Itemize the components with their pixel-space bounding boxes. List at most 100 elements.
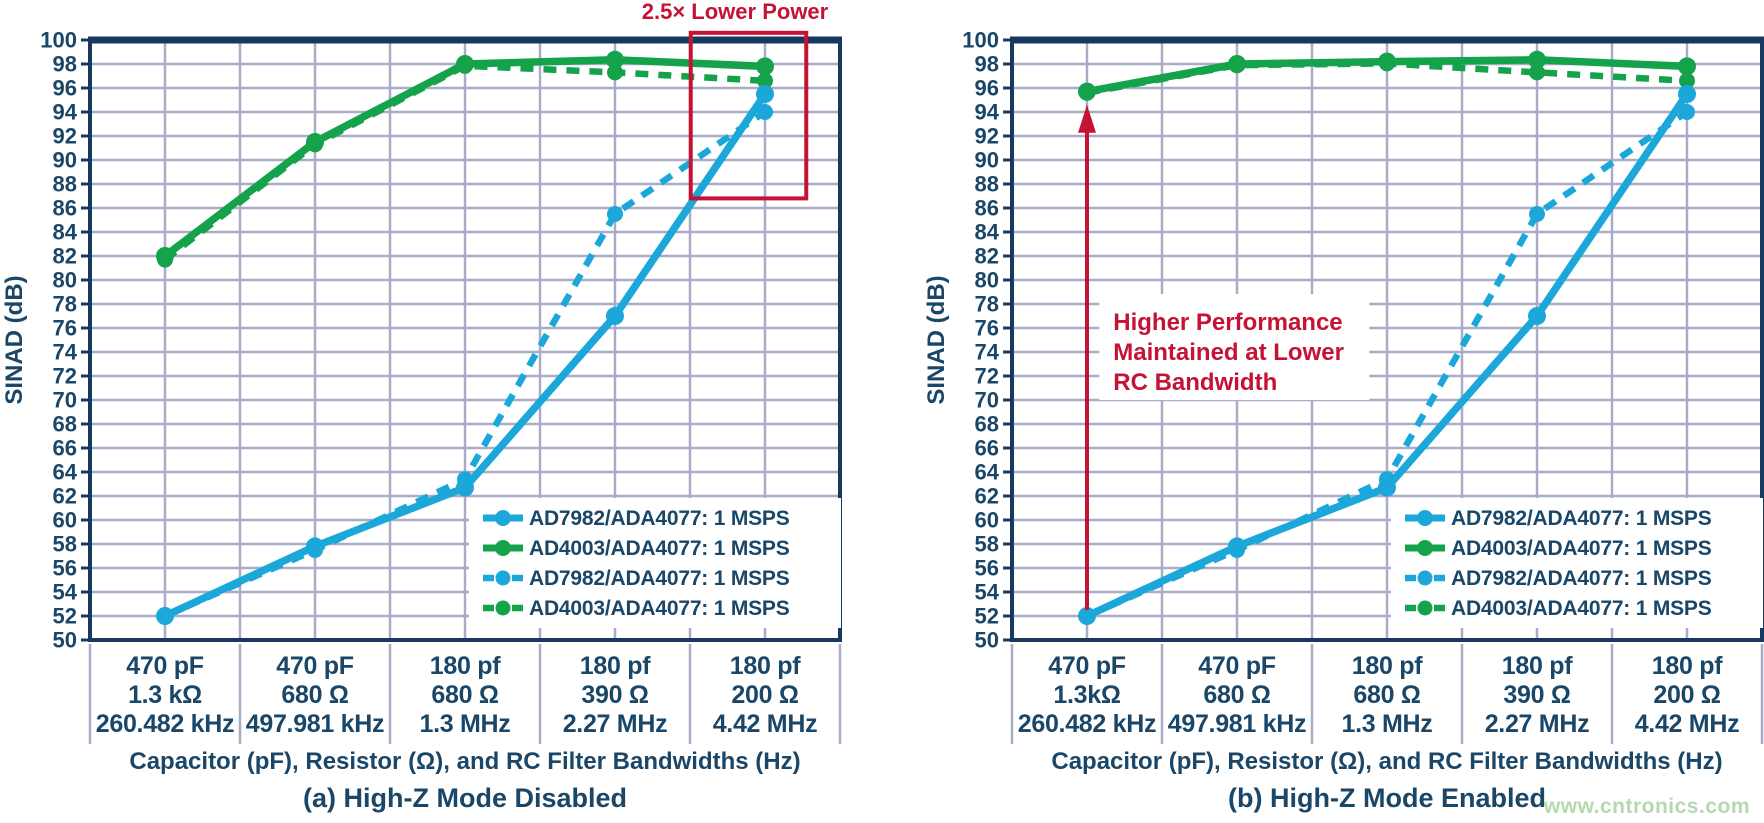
data-point-marker: [1528, 307, 1546, 325]
data-point-marker: [756, 57, 774, 76]
y-tick-label: 80: [53, 268, 77, 293]
legend-label: AD7982/ADA4077: 1 MSPS: [1451, 567, 1712, 590]
category-label-line: 180 pf: [430, 652, 501, 680]
data-point-marker: [756, 85, 774, 103]
data-point-marker: [156, 607, 174, 625]
y-tick-label: 100: [962, 28, 999, 53]
category-label-line: 470 pF: [1198, 652, 1275, 680]
y-tick-label: 60: [53, 508, 77, 533]
legend-marker: [495, 510, 511, 526]
legend-marker: [495, 570, 511, 586]
category-label-line: 680 Ω: [1353, 681, 1420, 709]
data-point-marker: [306, 133, 324, 151]
legend-marker: [1417, 510, 1433, 526]
legend-item: AD4003/ADA4077: 1 MSPS: [1405, 597, 1712, 620]
x-axis-title: Capacitor (pF), Resistor (Ω), and RC Fil…: [129, 748, 800, 775]
y-tick-label: 94: [53, 100, 78, 125]
category-label-line: 1.3 MHz: [1342, 710, 1433, 738]
category-label-line: 180 pf: [580, 652, 651, 680]
y-tick-label: 76: [975, 316, 999, 341]
data-point-marker: [757, 104, 773, 120]
data-point-marker: [606, 50, 624, 69]
legend-marker: [1417, 600, 1433, 616]
y-tick-label: 98: [53, 52, 77, 77]
y-tick-label: 58: [975, 532, 999, 557]
chart-a-highz-disabled: AD7982/ADA4077: 1 MSPS AD4003/ADA4077: 1 …: [1, 0, 842, 813]
data-point-marker: [1228, 537, 1246, 556]
y-tick-label: 64: [53, 460, 78, 485]
annotation-arrowhead: [1078, 104, 1096, 133]
annotation-text: RC Bandwidth: [1113, 369, 1277, 396]
y-tick-label: 100: [40, 28, 77, 53]
y-tick-label: 82: [975, 244, 999, 269]
category-label-line: 680 Ω: [281, 681, 348, 709]
legend-item: AD4003/ADA4077: 1 MSPS: [483, 597, 790, 620]
annotation-text-background: [1099, 294, 1370, 400]
y-tick-label: 58: [53, 532, 77, 557]
data-point-marker: [306, 537, 324, 556]
y-tick-label: 50: [975, 628, 999, 653]
category-label-line: 1.3kΩ: [1053, 681, 1120, 709]
y-tick-label: 62: [975, 484, 999, 509]
legend-item: AD7982/ADA4077: 1 MSPS: [483, 507, 790, 530]
legend-marker: [1417, 570, 1433, 586]
category-label-line: 390 Ω: [1503, 681, 1570, 709]
annotation-box: [688, 30, 809, 201]
y-tick-label: 96: [975, 76, 999, 101]
category-label-line: 180 pf: [1502, 652, 1573, 680]
y-tick-label: 90: [975, 148, 999, 173]
category-label-line: 680 Ω: [1203, 681, 1270, 709]
y-tick-label: 72: [975, 364, 999, 389]
y-tick-label: 50: [53, 628, 77, 653]
category-label-line: 497.981 kHz: [1168, 710, 1306, 738]
y-tick-label: 88: [53, 172, 77, 197]
y-tick-label: 68: [53, 412, 77, 437]
category-label-line: 1.3 MHz: [420, 710, 511, 738]
y-tick-label: 94: [975, 100, 1000, 125]
y-tick-label: 56: [975, 556, 999, 581]
category-label-line: 390 Ω: [581, 681, 648, 709]
category-label-line: 260.482 kHz: [1018, 710, 1156, 738]
category-label-line: 180 pf: [1352, 652, 1423, 680]
y-tick-label: 90: [53, 148, 77, 173]
category-label-line: 200 Ω: [1653, 681, 1720, 709]
y-tick-label: 74: [975, 340, 1000, 365]
legend-marker: [495, 540, 511, 556]
y-tick-label: 62: [53, 484, 77, 509]
data-point-marker: [1228, 55, 1246, 73]
data-point-marker: [1078, 607, 1096, 625]
y-tick-label: 84: [53, 220, 78, 245]
y-tick-label: 82: [53, 244, 77, 269]
data-point-marker: [1678, 57, 1696, 76]
legend: AD7982/ADA4077: 1 MSPS AD4003/ADA4077: 1 …: [469, 498, 841, 628]
data-point-marker: [1679, 72, 1695, 89]
legend-item: AD4003/ADA4077: 1 MSPS: [1405, 537, 1712, 560]
legend-item: AD7982/ADA4077: 1 MSPS: [1405, 507, 1712, 530]
data-point-marker: [606, 307, 624, 325]
y-axis-title: SINAD (dB): [1, 275, 28, 404]
data-point-marker: [1378, 52, 1396, 71]
legend-label: AD4003/ADA4077: 1 MSPS: [1451, 597, 1712, 620]
category-label-line: 470 pF: [126, 652, 203, 680]
legend-label: AD4003/ADA4077: 1 MSPS: [1451, 537, 1712, 560]
y-tick-label: 52: [53, 604, 77, 629]
category-label-line: 2.27 MHz: [1485, 710, 1590, 738]
annotation-title: 2.5× Lower Power: [642, 0, 829, 24]
legend-background: [1391, 498, 1763, 628]
category-label-line: 200 Ω: [731, 681, 798, 709]
data-point-marker: [156, 247, 174, 265]
legend-label: AD7982/ADA4077: 1 MSPS: [529, 507, 790, 530]
data-point-marker: [456, 55, 474, 73]
data-point-marker: [1529, 64, 1545, 81]
y-axis-title: SINAD (dB): [923, 275, 950, 404]
y-tick-label: 80: [975, 268, 999, 293]
annotation-text: Maintained at Lower: [1113, 339, 1344, 366]
category-label-line: 680 Ω: [431, 681, 498, 709]
